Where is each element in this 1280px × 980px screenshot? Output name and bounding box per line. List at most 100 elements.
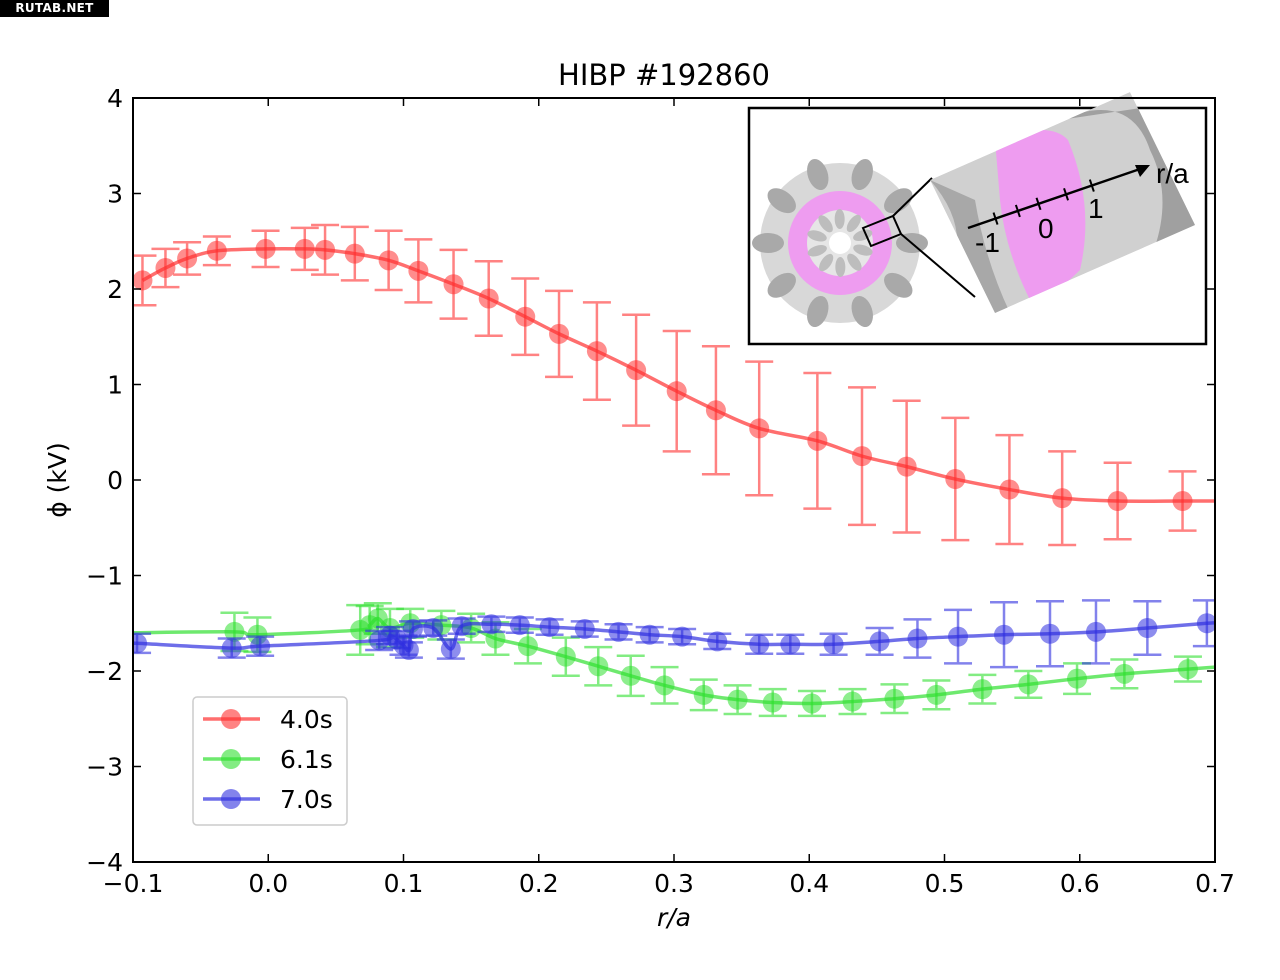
data-point	[869, 631, 890, 652]
legend-label: 7.0s	[280, 785, 333, 814]
data-point	[1039, 623, 1060, 644]
data-point	[693, 684, 714, 705]
y-tick-label: 1	[107, 371, 123, 400]
zoom-line-bottom	[900, 233, 976, 298]
data-point	[481, 614, 502, 635]
data-point	[994, 624, 1015, 645]
data-point	[1196, 613, 1215, 634]
y-tick-label: 3	[107, 180, 123, 209]
data-point	[749, 634, 770, 655]
data-point	[807, 430, 828, 451]
data-point	[539, 617, 560, 638]
center-hole	[829, 232, 851, 254]
series-line	[141, 246, 1215, 503]
data-point	[705, 400, 726, 421]
x-tick-label: 0.0	[248, 869, 288, 898]
inner-petals	[807, 209, 873, 277]
data-point	[654, 675, 675, 696]
legend-label: 4.0s	[280, 705, 333, 734]
data-point	[1137, 618, 1158, 639]
inset-axis-label: r/a	[1156, 158, 1189, 189]
legend-item: 6.1s	[203, 745, 333, 774]
data-point	[398, 639, 419, 660]
data-point	[250, 636, 271, 657]
data-point	[1172, 491, 1193, 512]
data-point	[1114, 663, 1135, 684]
inset-tick-label-1: 1	[1088, 193, 1104, 224]
data-point	[451, 616, 472, 637]
y-tick-label: −2	[86, 657, 123, 686]
data-point	[1067, 668, 1088, 689]
data-point	[517, 636, 538, 657]
zoom-line-top	[892, 177, 933, 217]
x-tick-label: 0.3	[654, 869, 694, 898]
data-point	[1177, 659, 1198, 680]
data-point	[1085, 621, 1106, 642]
axis-ticks: −0.1 0.0 0.1 0.2 0.3 0.4 0.5 0.6 0.7 −4 −3 −2 −1 0 1 2 3…	[86, 84, 1235, 898]
data-point	[842, 691, 863, 712]
data-point	[255, 238, 276, 259]
y-tick-label: −3	[86, 753, 123, 782]
data-point	[440, 639, 461, 660]
data-point	[896, 456, 917, 477]
legend-marker	[221, 749, 241, 769]
x-tick-label: 0.4	[789, 869, 829, 898]
data-point	[344, 243, 365, 264]
data-point	[608, 621, 629, 642]
data-point	[1052, 488, 1073, 509]
legend-item: 4.0s	[203, 705, 333, 734]
data-point	[408, 260, 429, 281]
data-point	[907, 628, 928, 649]
x-tick-label: 0.5	[925, 869, 965, 898]
data-point	[443, 274, 464, 295]
data-point	[666, 381, 687, 402]
data-point	[294, 238, 315, 259]
data-point	[378, 250, 399, 271]
y-tick-label: −4	[86, 848, 123, 877]
data-point	[133, 270, 153, 291]
inset-axis	[967, 167, 1141, 230]
legend-marker	[221, 709, 241, 729]
data-point	[133, 633, 148, 654]
x-tick-label: 0.1	[384, 869, 424, 898]
data-point	[588, 656, 609, 677]
data-point	[315, 239, 336, 260]
data-point	[762, 692, 783, 713]
data-point	[423, 618, 444, 639]
data-point	[177, 248, 198, 269]
data-point	[801, 693, 822, 714]
chart-title: HIBP #192860	[558, 58, 770, 92]
y-axis-label: ϕ (kV)	[43, 442, 72, 518]
data-point	[206, 240, 227, 261]
data-point	[823, 634, 844, 655]
x-axis-label: r/a	[657, 903, 691, 932]
y-tick-label: 0	[107, 466, 123, 495]
data-point	[948, 626, 969, 647]
data-point	[586, 341, 607, 362]
series-7-0s	[133, 599, 1215, 669]
series-4-0s	[133, 223, 1215, 547]
data-point	[999, 479, 1020, 500]
legend-marker	[221, 789, 241, 809]
inset-ticks	[992, 179, 1095, 225]
data-point	[626, 360, 647, 381]
data-point	[884, 688, 905, 709]
data-point	[851, 446, 872, 467]
x-tick-label: 0.2	[519, 869, 559, 898]
data-point	[727, 689, 748, 710]
inset-axis-arrow	[1135, 165, 1150, 177]
y-tick-label: 2	[107, 275, 123, 304]
data-point	[574, 618, 595, 639]
legend-label: 6.1s	[280, 745, 333, 774]
data-point	[672, 626, 693, 647]
data-point	[972, 679, 993, 700]
x-tick-label: 0.6	[1060, 869, 1100, 898]
data-point	[926, 684, 947, 705]
data-point	[1018, 674, 1039, 695]
series-6-1s	[133, 601, 1215, 718]
data-point	[224, 621, 245, 642]
data-point	[555, 646, 576, 667]
series-layer	[133, 223, 1215, 718]
data-point	[749, 418, 770, 439]
